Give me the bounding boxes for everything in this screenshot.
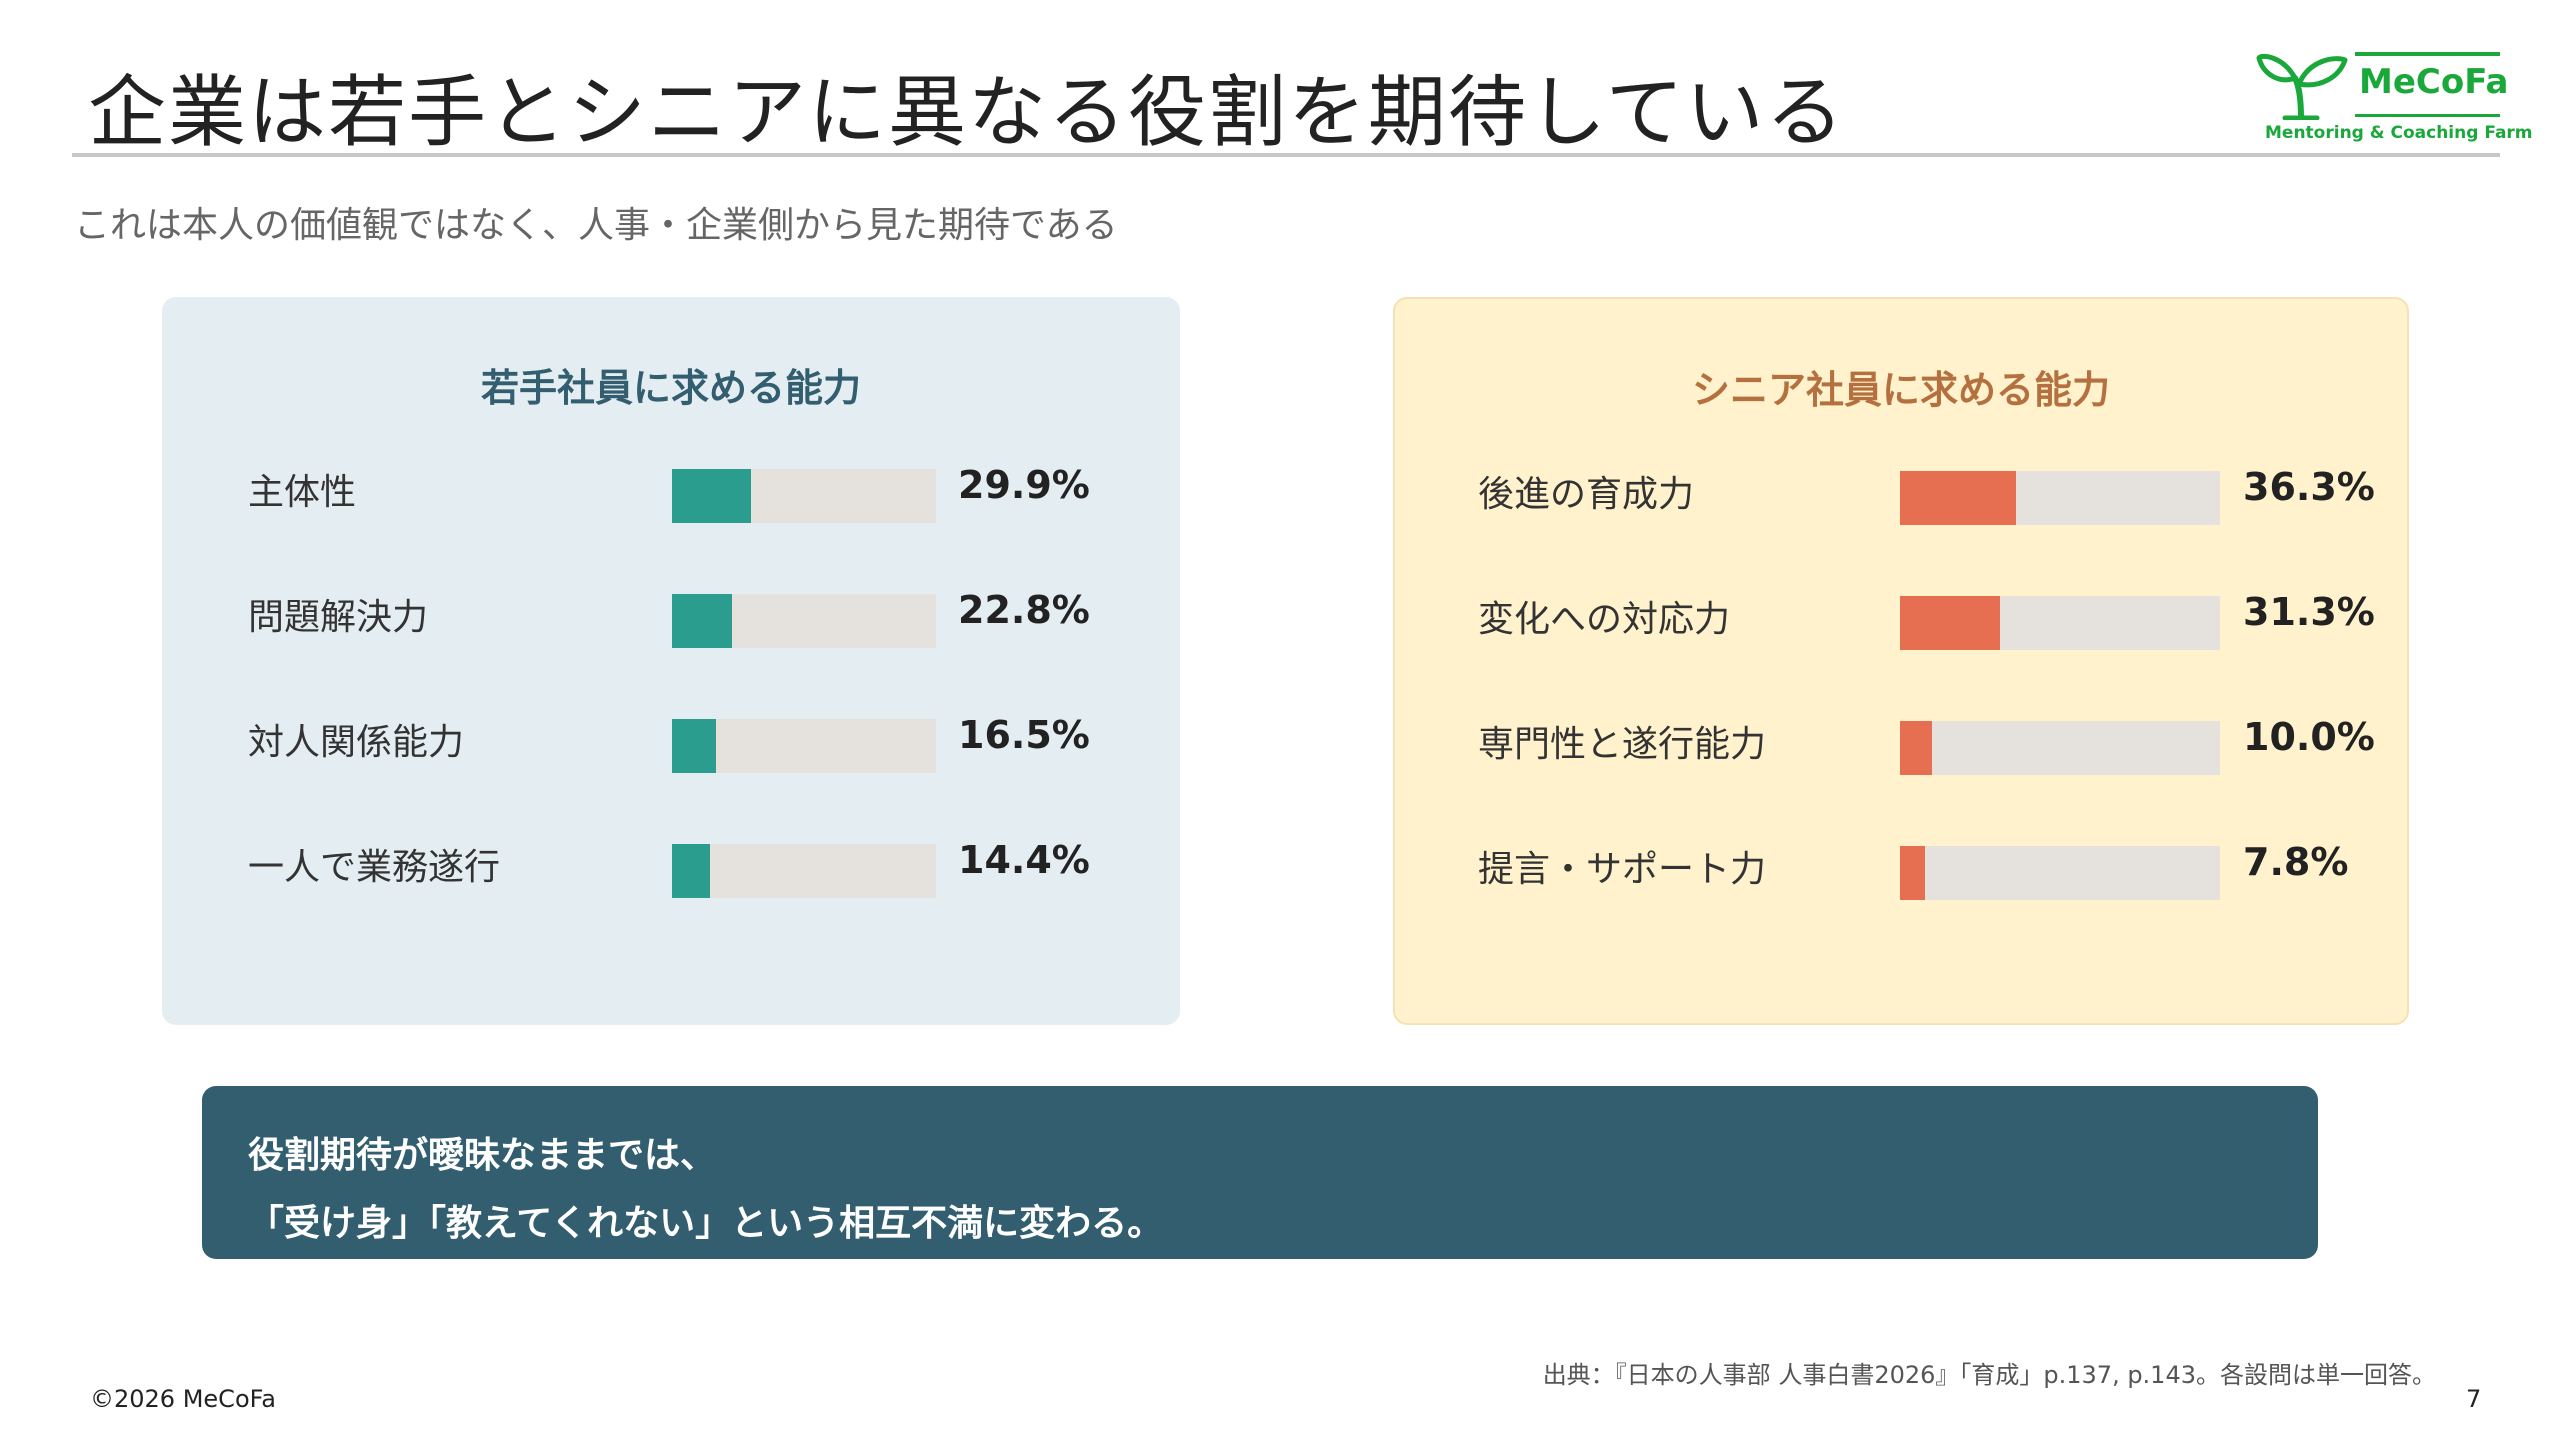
senior-bar-label: 変化への対応力 bbox=[1478, 599, 1731, 640]
senior-bar-row: 後進の育成力 36.3% bbox=[1395, 459, 2407, 525]
young-bar-row: 問題解決力 22.8% bbox=[162, 582, 1180, 648]
logo-rule-middle bbox=[2355, 114, 2500, 117]
senior-bar bbox=[1900, 471, 2017, 525]
young-bar bbox=[672, 469, 751, 523]
young-employee-chart-panel: 若手社員に求める能力 主体性 29.9% 問題解決力 22.8% 対人関係能力 16.5%… bbox=[162, 297, 1180, 1025]
young-bar-value-label: 16.5% bbox=[958, 713, 1090, 757]
page-number: 7 bbox=[2466, 1385, 2482, 1413]
title-divider bbox=[72, 153, 2500, 157]
brand-logo: MeCoFa Mentoring & Coaching Farm bbox=[2255, 48, 2533, 148]
callout-line-1: 役割期待が曖昧なままでは、 bbox=[248, 1135, 717, 1176]
senior-bar-row: 提言・サポート力 7.8% bbox=[1395, 834, 2407, 900]
young-bar-value-label: 29.9% bbox=[958, 463, 1090, 507]
young-bar-label: 対人関係能力 bbox=[248, 722, 465, 763]
senior-bar-track bbox=[1900, 846, 2220, 900]
senior-bar-label: 後進の育成力 bbox=[1478, 474, 1695, 515]
senior-bar-value-label: 7.8% bbox=[2243, 840, 2349, 884]
young-bar-track bbox=[672, 594, 936, 648]
young-bar-row: 一人で業務遂行 14.4% bbox=[162, 832, 1180, 898]
senior-bar-track bbox=[1900, 721, 2220, 775]
senior-bar-track bbox=[1900, 596, 2220, 650]
copyright: ©2026 MeCoFa bbox=[90, 1385, 276, 1413]
young-bar-value-label: 14.4% bbox=[958, 838, 1090, 882]
young-bar-track bbox=[672, 719, 936, 773]
senior-chart-title: シニア社員に求める能力 bbox=[1691, 368, 2110, 412]
senior-bar-row: 専門性と遂行能力 10.0% bbox=[1395, 709, 2407, 775]
senior-employee-chart-panel: シニア社員に求める能力 後進の育成力 36.3% 変化への対応力 31.3% 専門性と遂… bbox=[1393, 297, 2409, 1025]
senior-bar-value-label: 31.3% bbox=[2243, 590, 2375, 634]
senior-bar-track bbox=[1900, 471, 2220, 525]
senior-bar-row: 変化への対応力 31.3% bbox=[1395, 584, 2407, 650]
source-note: 出典：『日本の人事部 人事白書2026』「育成」p.137, p.143。各設問… bbox=[1542, 1361, 2436, 1389]
young-bar bbox=[672, 844, 711, 898]
young-bar bbox=[672, 594, 733, 648]
logo-rule-top bbox=[2355, 52, 2500, 56]
young-bar-row: 対人関係能力 16.5% bbox=[162, 707, 1180, 773]
senior-bar bbox=[1900, 596, 2001, 650]
key-message-callout: 役割期待が曖昧なままでは、 「受け身」「教えてくれない」という相互不満に変わる。 bbox=[202, 1086, 2318, 1259]
logo-brand-text: MeCoFa bbox=[2359, 62, 2509, 102]
logo-tagline: Mentoring & Coaching Farm bbox=[2265, 123, 2533, 143]
young-bar-value-label: 22.8% bbox=[958, 588, 1090, 632]
senior-bar bbox=[1900, 721, 1932, 775]
senior-bar bbox=[1900, 846, 1925, 900]
senior-bar-label: 提言・サポート力 bbox=[1478, 849, 1767, 890]
senior-bar-label: 専門性と遂行能力 bbox=[1478, 724, 1767, 765]
young-bar-track bbox=[672, 469, 936, 523]
young-bar-label: 主体性 bbox=[248, 472, 357, 513]
sprout-icon bbox=[2256, 53, 2348, 120]
senior-bar-value-label: 36.3% bbox=[2243, 465, 2375, 509]
young-bar-track bbox=[672, 844, 936, 898]
page-title: 企業は若手とシニアに異なる役割を期待している bbox=[88, 68, 1846, 158]
young-bar-label: 問題解決力 bbox=[248, 597, 429, 638]
young-bar bbox=[672, 719, 716, 773]
young-bar-label: 一人で業務遂行 bbox=[248, 847, 501, 888]
young-chart-title: 若手社員に求める能力 bbox=[480, 366, 861, 410]
young-bar-row: 主体性 29.9% bbox=[162, 457, 1180, 523]
callout-line-2: 「受け身」「教えてくれない」という相互不満に変わる。 bbox=[248, 1203, 1164, 1244]
senior-bar-value-label: 10.0% bbox=[2243, 715, 2375, 759]
page-subtitle: これは本人の価値観ではなく、人事・企業側から見た期待である bbox=[74, 205, 1118, 246]
